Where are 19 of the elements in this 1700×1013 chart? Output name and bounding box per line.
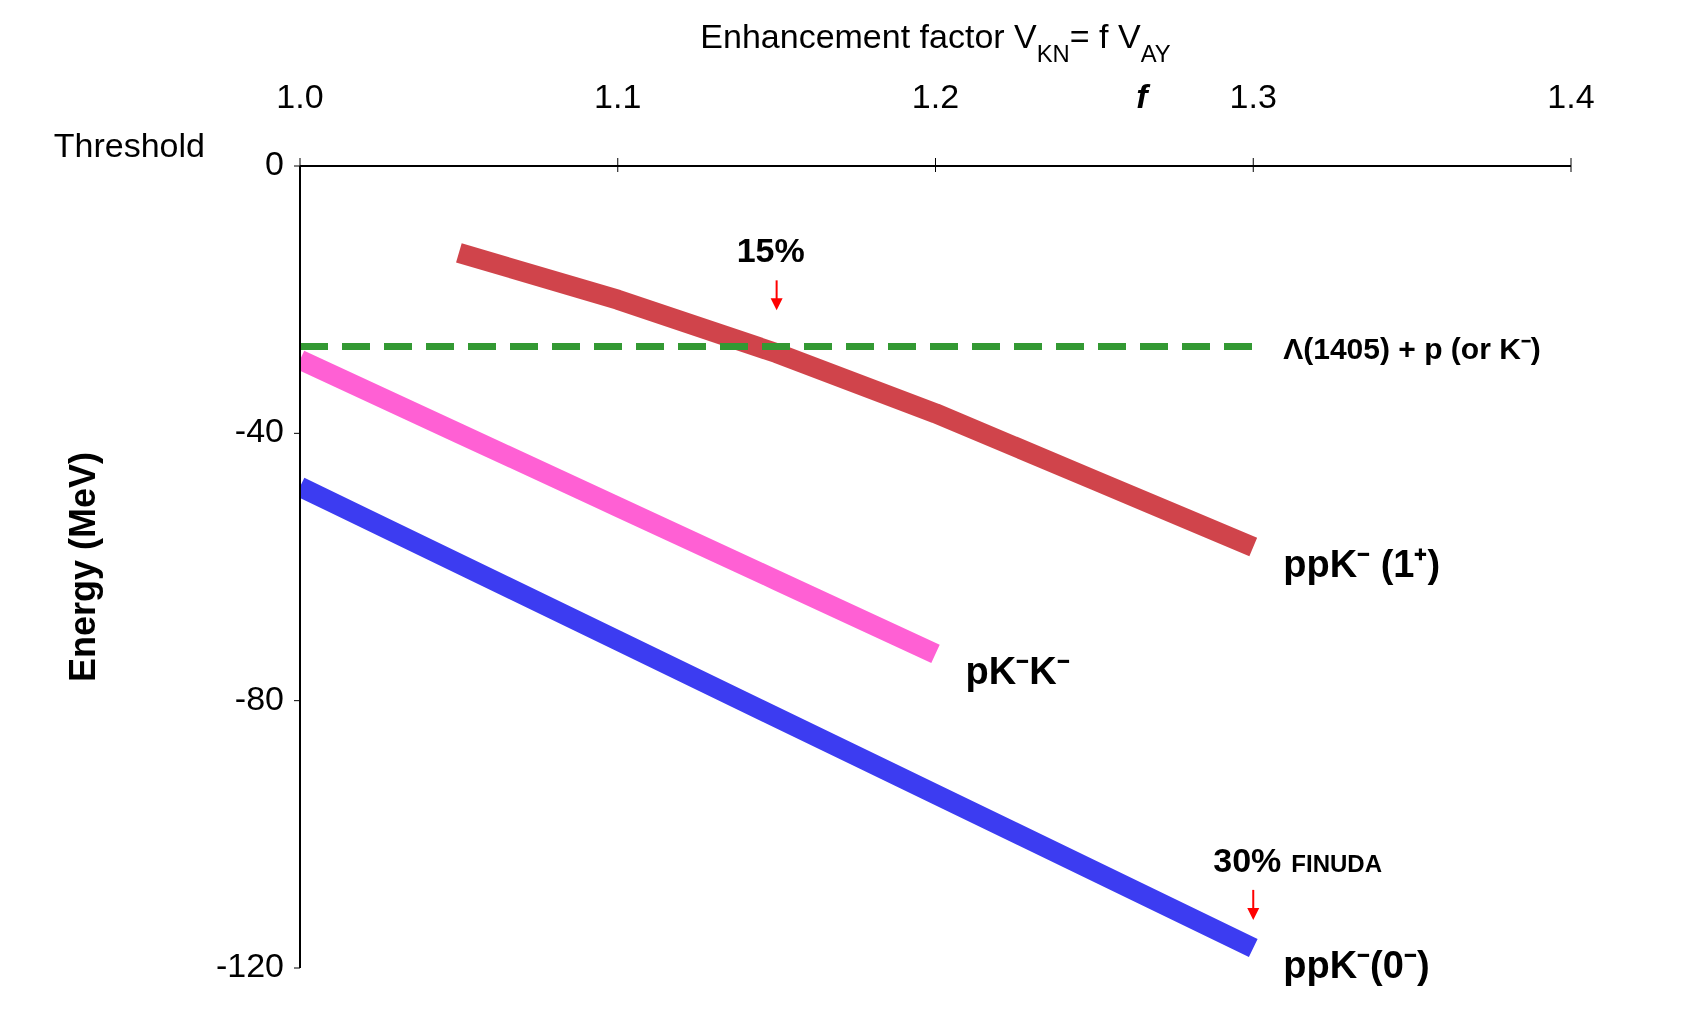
- chart-title: Enhancement factor V$_{KN}$= f V$_{AY}$: [700, 17, 1171, 67]
- y-tick-label: -40: [234, 411, 284, 450]
- y-tick-label: -80: [234, 678, 284, 717]
- series-label: Λ(1405) + p (or K⁻): [1283, 332, 1541, 366]
- annotation: 30% FINUDA: [1213, 840, 1382, 879]
- x-tick-label: 1.2: [911, 77, 960, 115]
- x-tick-label: 1.4: [1547, 77, 1595, 115]
- text: Threshold: [53, 125, 205, 164]
- x-tick-label: 1.0: [276, 77, 324, 115]
- series-label: ppK⁻(0⁻): [1283, 943, 1430, 986]
- annotation: 15%: [736, 231, 805, 270]
- series-label: pK⁻K⁻: [965, 649, 1070, 692]
- y-tick-label: -120: [215, 945, 284, 984]
- y-tick-label: 0: [265, 143, 284, 182]
- x-axis-title: f: [1136, 77, 1152, 115]
- x-tick-label: 1.3: [1229, 77, 1277, 115]
- y-axis-title: Energy (MeV): [62, 451, 103, 683]
- series-label: ppK⁻ (1⁺): [1283, 542, 1441, 585]
- x-tick-label: 1.1: [594, 77, 642, 115]
